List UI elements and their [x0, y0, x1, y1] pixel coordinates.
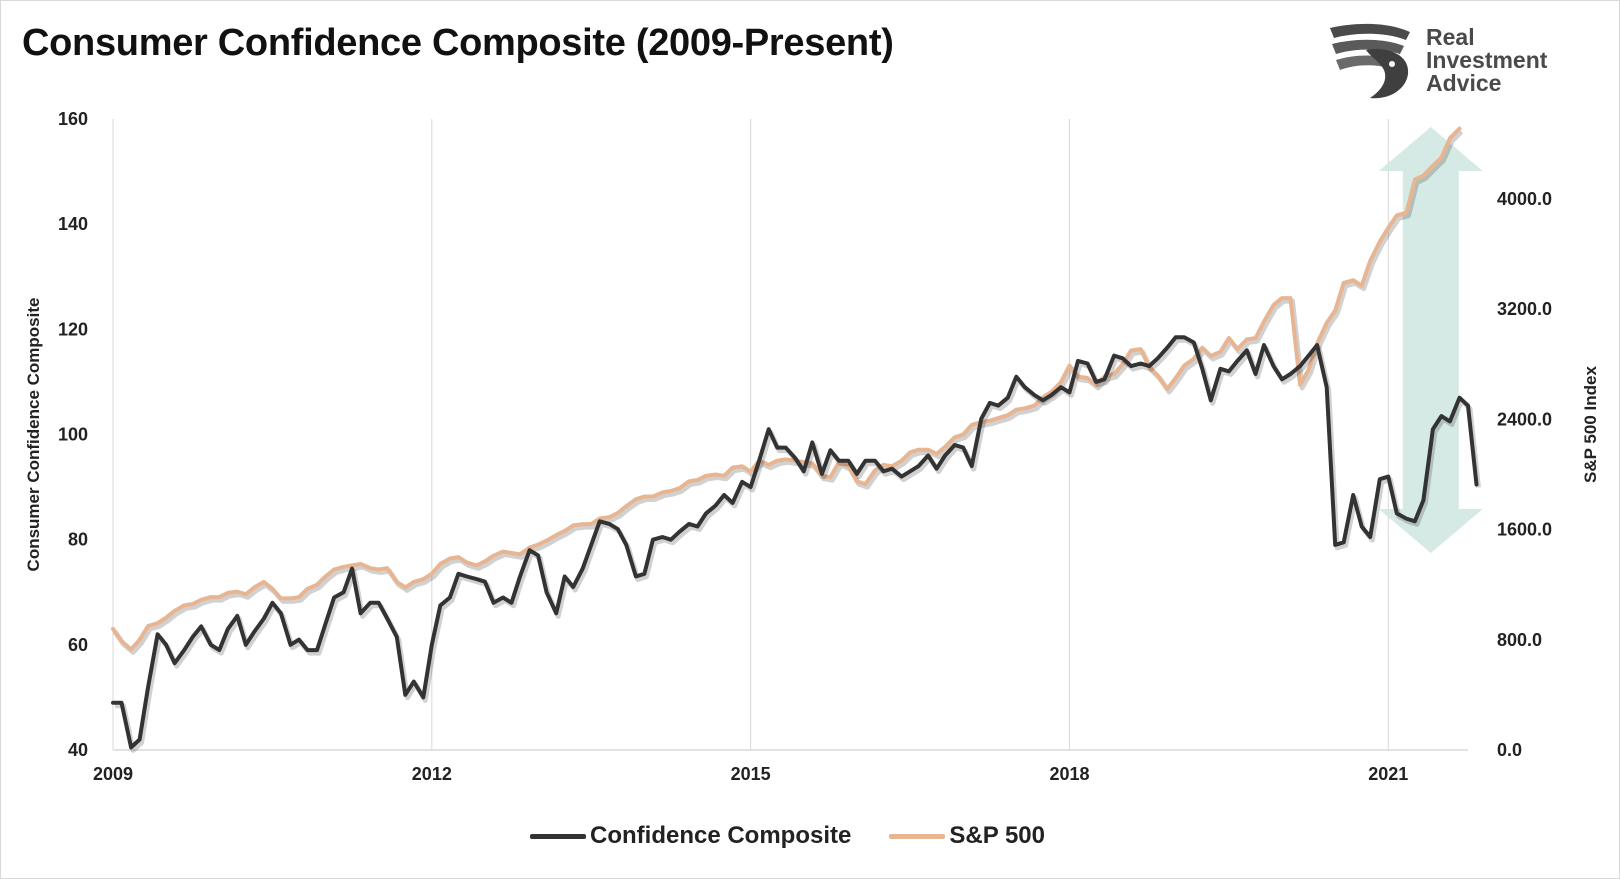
legend-label-sp500: S&P 500	[949, 822, 1045, 849]
y2-tick-label-2400-0: 2400.0	[1497, 409, 1552, 429]
x-tick-label-2018: 2018	[1049, 764, 1089, 784]
logo-line-real: Real	[1426, 24, 1475, 50]
logo-line-advice: Advice	[1426, 70, 1502, 96]
x-tick-label-2012: 2012	[412, 764, 452, 784]
eagle-icon	[1330, 23, 1410, 99]
series-line-sp500	[111, 126, 1462, 652]
y2-tick-label-0-0: 0.0	[1497, 740, 1522, 760]
y-tick-label-120: 120	[58, 319, 88, 339]
series-shadow-confidence	[115, 337, 1481, 753]
legend-swatch-sp500	[889, 833, 946, 839]
y-tick-label-80: 80	[68, 530, 88, 550]
y2-axis-title: S&P 500 Index	[1581, 366, 1600, 483]
y2-tick-label-4000-0: 4000.0	[1497, 189, 1552, 209]
y2-tick-label-800-0: 800.0	[1497, 630, 1542, 650]
y2-tick-label-3200-0: 3200.0	[1497, 299, 1552, 319]
x-tick-label-2021: 2021	[1368, 764, 1408, 784]
legend-item-sp500: S&P 500	[889, 822, 1045, 850]
y-tick-label-40: 40	[68, 740, 88, 760]
legend-item-confidence: Confidence Composite	[530, 822, 851, 850]
series-line-confidence	[111, 335, 1479, 750]
y-axis-title: Consumer Confidence Composite	[24, 298, 43, 572]
real-investment-advice-logo: Real Investment Advice	[1326, 20, 1586, 105]
logo-line-investment: Investment	[1426, 47, 1548, 73]
chart-legend: Confidence Composite S&P 500	[530, 822, 1083, 850]
y-tick-label-140: 140	[58, 214, 88, 234]
chart-title: Consumer Confidence Composite (2009-Pres…	[22, 22, 894, 64]
legend-swatch-confidence	[530, 833, 586, 839]
x-tick-label-2015: 2015	[731, 764, 771, 784]
y-tick-label-60: 60	[68, 635, 88, 655]
x-tick-label-2009: 2009	[93, 764, 133, 784]
logo-wordmark: Real Investment Advice	[1426, 26, 1547, 95]
y2-tick-label-1600-0: 1600.0	[1497, 520, 1552, 540]
y-tick-label-100: 100	[58, 425, 88, 445]
series-shadow-sp500	[112, 129, 1464, 655]
legend-label-confidence: Confidence Composite	[590, 822, 852, 849]
double-arrow-annotation	[1378, 127, 1483, 553]
y-tick-label-160: 160	[58, 109, 88, 129]
